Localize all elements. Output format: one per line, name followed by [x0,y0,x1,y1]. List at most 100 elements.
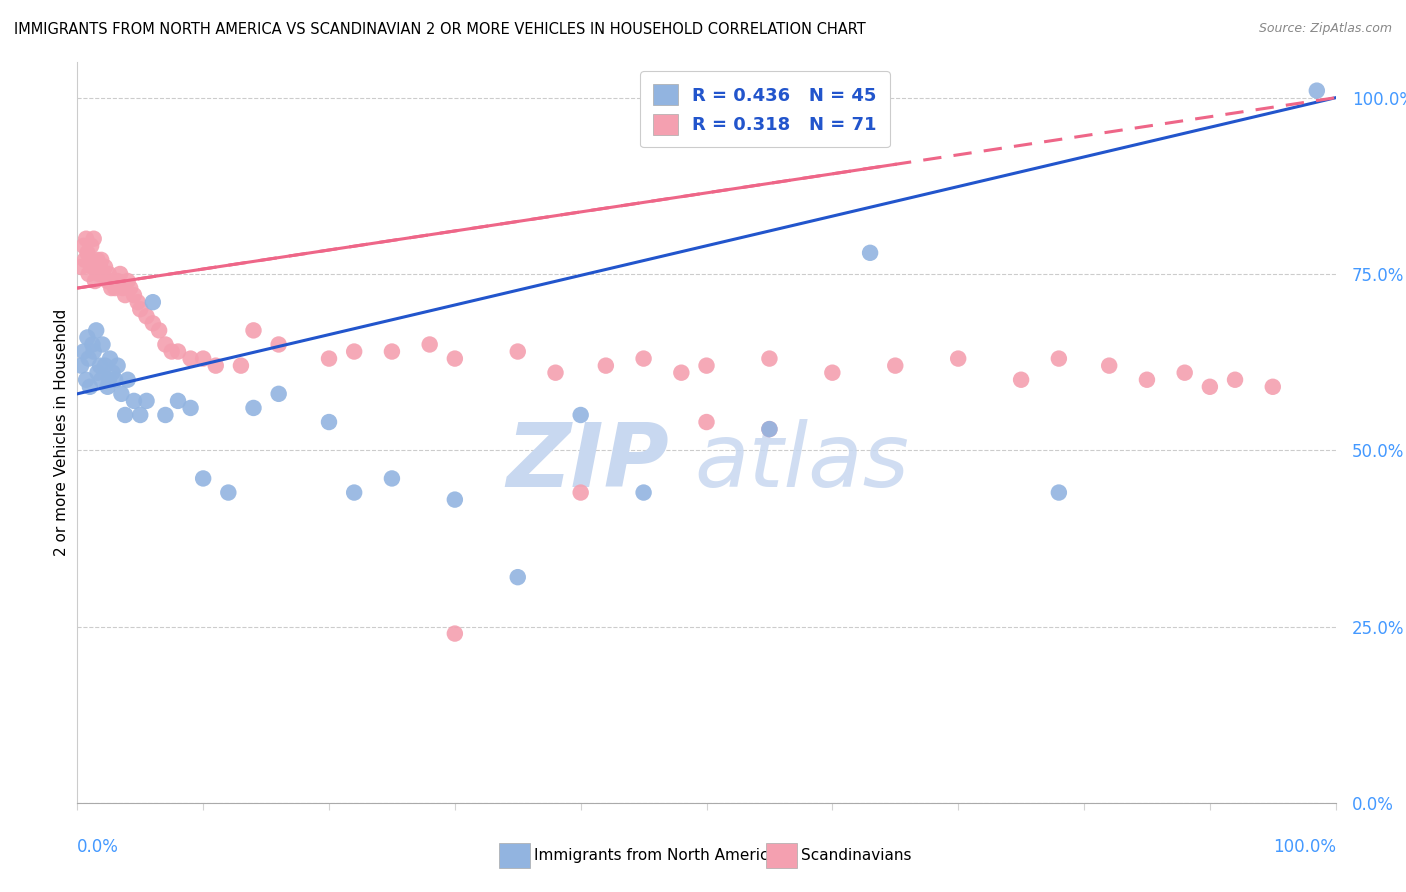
Point [83,232,105,246]
Point [381,344,404,359]
Point [821,366,844,380]
Point [569,408,592,422]
Point [89,359,111,373]
Point [107,274,129,288]
Point [90,252,112,267]
Point [86,366,108,380]
Point [120,281,142,295]
Point [142,295,165,310]
Point [135,310,157,324]
Point [758,422,780,436]
Point [506,344,529,359]
Point [70,359,93,373]
Point [73,252,96,267]
Point [89,260,111,274]
Point [96,274,118,288]
Point [444,626,467,640]
Point [1223,373,1246,387]
Point [83,344,105,359]
Point [1306,84,1329,98]
Point [70,260,93,274]
Point [633,485,655,500]
Point [1261,380,1284,394]
Point [148,323,170,337]
Point [142,316,165,330]
Point [75,373,97,387]
Text: Scandinavians: Scandinavians [801,848,912,863]
Point [86,252,108,267]
Point [229,359,252,373]
Text: Immigrants from North America: Immigrants from North America [534,848,778,863]
Point [204,359,226,373]
Point [884,359,907,373]
Point [444,492,467,507]
Point [76,245,98,260]
Point [135,393,157,408]
Y-axis label: 2 or more Vehicles in Household: 2 or more Vehicles in Household [53,309,69,557]
Point [97,373,120,387]
Point [91,267,114,281]
Point [77,351,100,366]
Point [98,351,121,366]
Text: 0.0%: 0.0% [77,838,120,856]
Point [758,422,780,436]
Point [419,337,441,351]
Point [114,288,136,302]
Point [76,330,98,344]
Point [155,408,177,422]
Point [127,295,149,310]
Point [758,351,780,366]
Point [544,366,567,380]
Text: 100.0%: 100.0% [1272,838,1336,856]
Text: IMMIGRANTS FROM NORTH AMERICA VS SCANDINAVIAN 2 OR MORE VEHICLES IN HOUSEHOLD CO: IMMIGRANTS FROM NORTH AMERICA VS SCANDIN… [14,22,866,37]
Point [129,408,152,422]
Point [1010,373,1032,387]
Point [104,373,127,387]
Text: atlas: atlas [695,419,908,505]
Point [129,302,152,317]
Point [75,232,97,246]
Point [242,401,264,415]
Legend: R = 0.436   N = 45, R = 0.318   N = 71: R = 0.436 N = 45, R = 0.318 N = 71 [640,71,890,147]
Point [267,337,290,351]
Point [1174,366,1197,380]
Point [82,260,104,274]
Text: ZIP: ZIP [506,418,669,506]
Point [80,239,103,253]
Point [180,351,202,366]
Point [97,267,120,281]
Point [1198,380,1220,394]
Point [84,274,107,288]
Point [91,337,114,351]
Point [101,366,124,380]
Point [1136,373,1159,387]
Point [217,485,239,500]
Point [122,288,145,302]
Point [72,239,94,253]
Point [117,373,139,387]
Point [94,359,117,373]
Point [242,323,264,337]
Point [191,471,215,485]
Point [696,415,718,429]
Point [381,471,404,485]
Point [191,351,215,366]
Point [79,252,101,267]
Point [267,387,290,401]
Point [107,359,129,373]
Point [79,380,101,394]
Point [108,267,131,281]
Point [167,393,190,408]
Point [318,351,340,366]
Point [82,337,104,351]
Point [167,344,190,359]
Point [1098,359,1121,373]
Point [117,274,139,288]
Point [94,260,117,274]
Point [506,570,529,584]
Point [1047,485,1070,500]
Text: Source: ZipAtlas.com: Source: ZipAtlas.com [1258,22,1392,36]
Point [87,267,110,281]
Point [114,408,136,422]
Point [180,401,202,415]
